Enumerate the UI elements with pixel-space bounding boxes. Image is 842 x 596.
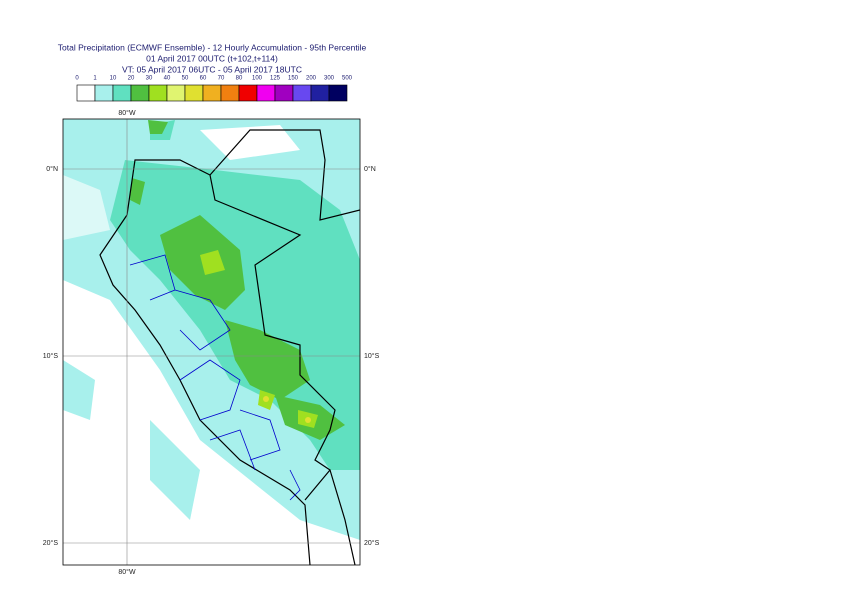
colorbar-label: 100 [252,76,263,82]
colorbar-box [220,84,240,102]
colorbar-box [202,84,222,102]
lat-label: 20°S [43,539,59,547]
colorbar-label: 40 [164,76,171,82]
colorbar-label: 60 [200,76,207,82]
colorbar-label: 10 [110,76,117,82]
colorbar-label: 150 [288,76,299,82]
map [63,119,360,565]
colorbar-box [76,84,96,102]
colorbar-label: 0 [75,76,79,82]
run-info: 01 April 2017 00UTC (t+102,t+114) [146,53,278,63]
colorbar-box [274,84,294,102]
colorbar-box [94,84,114,102]
map-frame [62,118,361,566]
colorbar-box [292,84,312,102]
colorbar-box [310,84,330,102]
colorbar-box [148,84,168,102]
colorbar: 0 1 10 20 30 40 50 60 70 80 100 125 150 200 300 500 [75,76,353,102]
colorbar-box [112,84,132,102]
lat-label: 0°N [46,165,58,173]
colorbar-label: 300 [324,76,335,82]
colorbar-label: 30 [146,76,153,82]
colorbar-label: 80 [236,76,243,82]
colorbar-box [256,84,276,102]
title: Total Precipitation (ECMWF Ensemble) - 1… [58,42,367,52]
colorbar-label: 50 [182,76,189,82]
colorbar-label: 200 [306,76,317,82]
colorbar-label: 70 [218,76,225,82]
lat-label: 10°S [364,352,380,360]
colorbar-label: 500 [342,76,353,82]
colorbar-box [184,84,204,102]
valid-time: VT: 05 April 2017 06UTC - 05 April 2017 … [122,64,302,74]
colorbar-label: 125 [270,76,281,82]
colorbar-box [166,84,186,102]
colorbar-box [328,84,348,102]
lat-label: 0°N [364,165,376,173]
colorbar-label: 20 [128,76,135,82]
lat-label: 10°S [43,352,59,360]
colorbar-label: 1 [93,76,97,82]
colorbar-box [130,84,150,102]
lon-label: 80°W [118,568,136,576]
lat-label: 20°S [364,539,380,547]
lon-label: 80°W [118,109,136,117]
colorbar-box [238,84,258,102]
